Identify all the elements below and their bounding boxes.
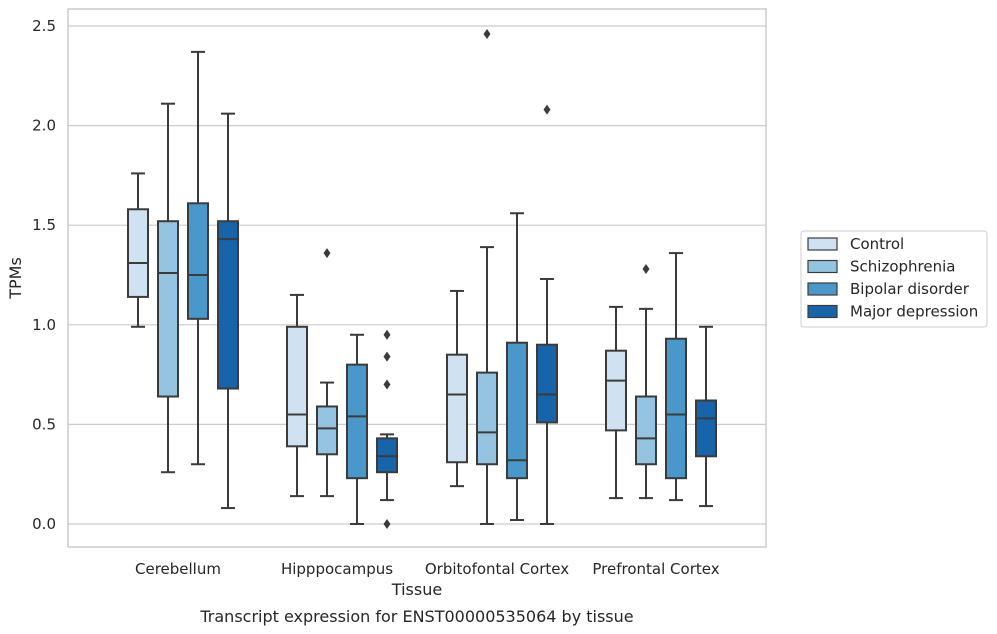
box-0-1 <box>157 102 179 474</box>
y-tick-label: 0.0 <box>32 515 56 533</box>
box-body <box>157 220 179 398</box>
x-tick-label: Cerebellum <box>135 560 221 578</box>
box-1-1 <box>316 248 338 498</box>
box-2-0 <box>446 289 468 488</box>
outlier-point <box>483 28 491 39</box>
box-body <box>695 399 717 458</box>
outlier-point <box>543 104 551 115</box>
x-tick-label: Orbitofontal Cortex <box>425 560 569 578</box>
outlier-point <box>323 248 331 259</box>
legend-swatch <box>807 237 838 251</box>
box-2-3 <box>536 104 558 525</box>
legend-label: Schizophrenia <box>850 258 955 276</box>
gridlines <box>68 25 766 525</box>
box-body <box>346 363 368 480</box>
box-body <box>286 325 308 448</box>
legend-label: Major depression <box>850 303 978 321</box>
legend-swatch <box>807 259 838 274</box>
box-1-0 <box>286 293 308 498</box>
y-tick-label: 0.5 <box>32 415 56 433</box>
box-body <box>127 208 149 298</box>
y-tick-label: 2.0 <box>32 117 56 135</box>
box-body <box>536 343 558 424</box>
legend: Control Schizophrenia Bipolar disorder Majo… <box>800 230 988 328</box>
box-3-3 <box>695 325 717 508</box>
box-2-2 <box>506 212 528 522</box>
x-tick-label: Prefrontal Cortex <box>592 560 719 578</box>
box-body <box>605 349 627 432</box>
box-body <box>316 405 338 456</box>
box-body <box>217 220 239 390</box>
legend-swatch <box>807 304 838 319</box>
box-0-0 <box>127 172 149 328</box>
outlier-point <box>383 379 391 390</box>
box-2-1 <box>476 28 498 525</box>
y-tick-label: 2.5 <box>32 17 56 35</box>
tick-labels: 0.0 0.5 1.0 1.5 2.0 2.5 Cerebellum Hipppocampus… <box>32 17 720 578</box>
box-1-3 <box>376 329 398 529</box>
plot-frame <box>67 8 767 548</box>
box-body <box>446 353 468 464</box>
x-tick-label: Hipppocampus <box>281 560 393 578</box>
boxes <box>127 28 717 529</box>
outlier-point <box>383 329 391 340</box>
chart-caption: Transcript expression for ENST0000053506… <box>199 607 633 626</box>
y-tick-label: 1.5 <box>32 216 56 234</box>
box-body <box>635 395 657 466</box>
box-body <box>506 341 528 480</box>
box-1-2 <box>346 333 368 525</box>
box-body <box>187 202 209 320</box>
box-0-3 <box>217 112 239 510</box>
box-0-2 <box>187 50 209 466</box>
x-axis-title: Tissue <box>391 580 442 599</box>
y-axis-title: TPMs <box>6 257 25 300</box>
legend-label: Bipolar disorder <box>850 280 970 298</box>
box-3-2 <box>665 252 687 502</box>
box-body <box>476 371 498 466</box>
box-body <box>665 337 687 480</box>
y-tick-label: 1.0 <box>32 316 56 334</box>
legend-swatch <box>807 282 838 296</box>
box-3-1 <box>635 264 657 500</box>
outlier-point <box>383 351 391 362</box>
legend-frame <box>800 230 988 328</box>
legend-label: Control <box>850 235 904 253</box>
outlier-point <box>642 264 650 275</box>
outlier-point <box>383 519 391 529</box>
box-3-0 <box>605 305 627 500</box>
